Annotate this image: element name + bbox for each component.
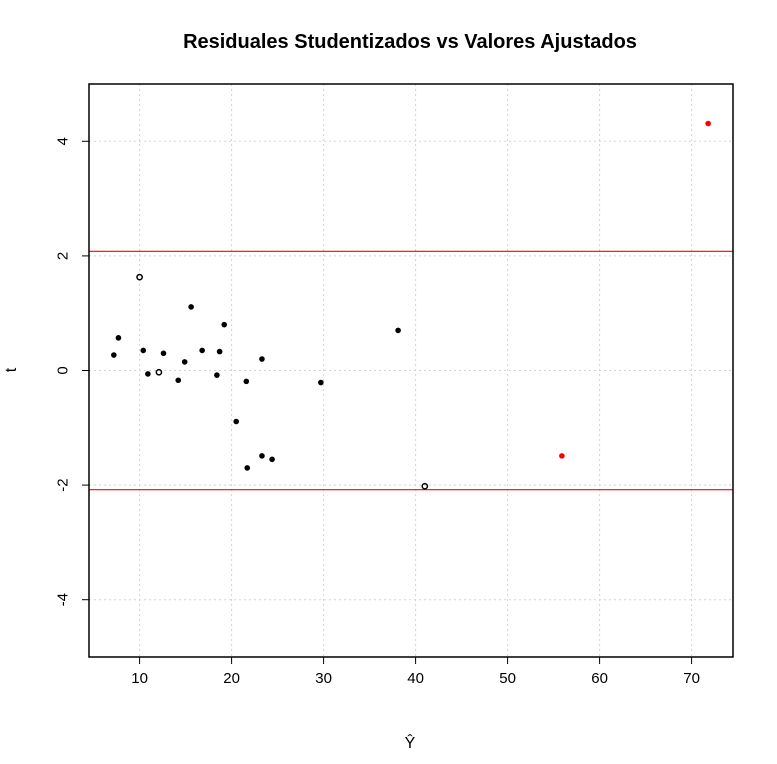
chart-title: Residuales Studentizados vs Valores Ajus… — [183, 31, 637, 53]
reference-lines — [89, 250, 733, 491]
data-point — [259, 356, 265, 362]
y-tick-label: 4 — [55, 137, 72, 145]
x-tick-label: 40 — [407, 670, 424, 687]
data-point — [181, 359, 188, 365]
y-axis: -4 -2 0 2 4 — [55, 137, 89, 606]
x-axis-label: Ŷ — [405, 733, 416, 752]
data-point — [136, 273, 143, 281]
y-tick-label: 2 — [55, 252, 72, 260]
x-tick-label: 50 — [499, 670, 516, 687]
grid-lines — [89, 84, 733, 657]
data-point — [269, 456, 275, 463]
x-tick-label: 10 — [131, 670, 148, 687]
data-point — [216, 348, 223, 355]
outlier-point — [559, 453, 565, 459]
data-point — [421, 482, 429, 490]
y-axis-label: t — [3, 367, 20, 372]
x-axis: 10 20 30 40 50 60 70 — [131, 657, 700, 687]
x-tick-label: 70 — [683, 670, 700, 687]
data-point — [243, 378, 250, 385]
outlier-point — [705, 120, 711, 127]
data-point — [115, 335, 122, 341]
data-point — [140, 347, 147, 354]
x-tick-label: 30 — [315, 670, 332, 687]
data-point — [259, 453, 265, 459]
data-point — [160, 350, 167, 357]
data-point — [175, 377, 182, 384]
data-point — [233, 418, 239, 425]
data-point — [199, 347, 205, 354]
data-point — [145, 371, 151, 377]
data-point — [244, 465, 251, 471]
data-point — [318, 379, 324, 386]
data-point — [221, 321, 228, 328]
data-point — [214, 372, 220, 378]
data-points — [111, 120, 711, 490]
y-tick-label: 0 — [55, 366, 72, 374]
data-point — [111, 352, 117, 358]
data-point — [188, 304, 194, 310]
data-point — [395, 327, 401, 334]
x-tick-label: 60 — [591, 670, 608, 687]
y-tick-label: -4 — [55, 593, 72, 606]
x-tick-label: 20 — [223, 670, 240, 687]
y-tick-label: -2 — [55, 478, 72, 491]
data-point — [155, 368, 163, 376]
